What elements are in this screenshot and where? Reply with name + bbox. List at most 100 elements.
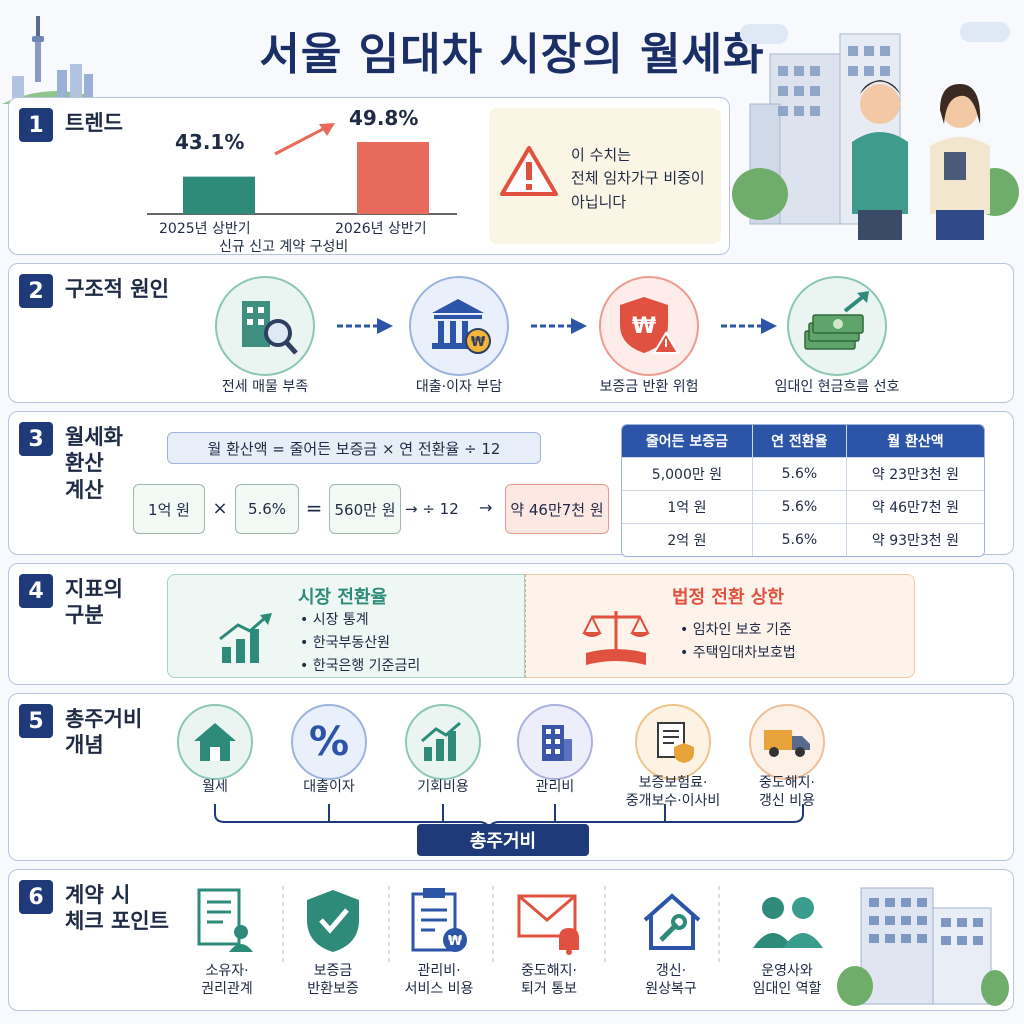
section-title: 개념 bbox=[65, 733, 104, 758]
svg-text:₩: ₩ bbox=[471, 335, 486, 350]
section-title: 월세화 bbox=[65, 425, 123, 449]
market-rate-item: • 시장 통계 bbox=[300, 612, 369, 628]
section-number: 5 bbox=[19, 704, 53, 738]
section-number: 3 bbox=[19, 422, 53, 456]
svg-text:₩: ₩ bbox=[632, 314, 656, 339]
cost-item-label: 보증보험료· 중개보수·이사비 bbox=[625, 775, 721, 810]
bar-2026 bbox=[357, 142, 429, 214]
table-cell: 약 93만3천 원 bbox=[845, 523, 984, 556]
cause-label: 임대인 현금흐름 선호 bbox=[774, 379, 900, 395]
legal-cap-item: • 주택임대차보호법 bbox=[680, 645, 796, 662]
table-header: 연 전환율 bbox=[751, 425, 847, 458]
section-title: 구분 bbox=[65, 603, 104, 628]
example-rate: 5.6% bbox=[235, 484, 299, 534]
arrow-right-icon bbox=[721, 318, 777, 334]
bar-2025-value: 43.1% bbox=[175, 130, 245, 154]
checkpoint-label: 갱신· 원상복구 bbox=[645, 963, 697, 998]
formula-box: 월 환산액 = 줄어든 보증금 × 연 전환율 ÷ 12 bbox=[167, 432, 541, 464]
result-arrow: → bbox=[479, 498, 493, 517]
arrow-right-icon bbox=[337, 318, 393, 334]
truck-icon bbox=[749, 704, 825, 780]
table-header: 월 환산액 bbox=[845, 425, 984, 458]
bar-2025 bbox=[183, 176, 255, 214]
warning-box: 이 수치는 전체 임차가구 비중이 아닙니다 bbox=[489, 108, 721, 244]
cost-item-label: 중도해지· 갱신 비용 bbox=[759, 775, 815, 810]
section-conversion: 3 월세화 환산 계산 월 환산액 = 줄어든 보증금 × 연 전환율 ÷ 12… bbox=[8, 411, 1014, 557]
apartment-building-illustration bbox=[837, 887, 1009, 1006]
bar-2026-value: 49.8% bbox=[349, 106, 419, 130]
cost-item-label: 대출이자 bbox=[303, 779, 355, 795]
section-title: 체크 포인트 bbox=[65, 909, 169, 934]
market-rate-item: • 한국은행 기준금리 bbox=[300, 658, 421, 675]
total-cost-badge: 총주거비 bbox=[417, 824, 589, 856]
example-amount: 1억 원 bbox=[133, 484, 205, 534]
warning-line2: 전체 임차가구 비중이 bbox=[571, 169, 705, 188]
checkpoint-label: 관리비· 서비스 비용 bbox=[404, 963, 474, 998]
checkpoint-label: 보증금 반환보증 bbox=[307, 963, 359, 998]
example-result: 약 46만7천 원 bbox=[505, 484, 609, 534]
table-cell: 1억 원 bbox=[622, 490, 753, 524]
section-number: 6 bbox=[19, 880, 53, 914]
section-total-housing-cost: 5 총주거비 개념 % 월세 대출이자 기회비용 관리비 보증보험료· 중개보수… bbox=[8, 693, 1014, 861]
checkpoint-label: 소유자· 권리관계 bbox=[201, 963, 253, 998]
trend-bar-chart bbox=[147, 123, 457, 215]
document-user-icon bbox=[197, 888, 253, 952]
times-sign: × bbox=[212, 498, 228, 519]
percent-icon: % bbox=[291, 704, 367, 780]
legal-cap-item: • 임차인 보호 기준 bbox=[680, 622, 792, 638]
section-title: 계약 시 bbox=[65, 883, 131, 907]
table-header: 줄어든 보증금 bbox=[622, 425, 753, 458]
market-rate-item: • 한국부동산원 bbox=[300, 635, 390, 652]
checkpoint-label: 중도해지· 퇴거 통보 bbox=[521, 963, 577, 998]
table-row: 2억 원 5.6% 약 93만3천 원 bbox=[622, 523, 984, 556]
section-number: 2 bbox=[19, 274, 53, 308]
section-title: 지표의 bbox=[65, 577, 123, 601]
market-rate-panel: 시장 전환율 • 시장 통계 • 한국부동산원 • 한국은행 기준금리 bbox=[167, 574, 525, 678]
cause-label: 전세 매물 부족 bbox=[221, 379, 309, 395]
section-causes: 2 구조적 원인 ₩ ₩ 전세 매물 부족 대출·이자 부담 보증금 반환 위험… bbox=[8, 263, 1014, 403]
house-icon bbox=[177, 704, 253, 780]
example-annual: 560만 원 bbox=[329, 484, 401, 534]
section-title: 환산 bbox=[65, 451, 104, 476]
bar-2026-label: 2026년 상반기 bbox=[335, 221, 427, 237]
mail-bell-icon bbox=[517, 894, 579, 955]
bank-won-icon: ₩ bbox=[409, 276, 509, 376]
cost-item-label: 월세 bbox=[202, 779, 228, 795]
section-title: 트렌드 bbox=[65, 111, 123, 135]
table-cell: 5,000만 원 bbox=[622, 457, 753, 491]
house-wrench-icon bbox=[643, 893, 701, 950]
section-title: 구조적 원인 bbox=[65, 277, 169, 301]
cash-growth-icon bbox=[787, 276, 887, 376]
cost-item-label: 기회비용 bbox=[417, 779, 469, 795]
scales-book-icon bbox=[582, 611, 650, 665]
table-cell: 5.6% bbox=[751, 490, 847, 524]
cause-label: 대출·이자 부담 bbox=[415, 379, 503, 395]
bar-2025-label: 2025년 상반기 bbox=[159, 221, 251, 237]
city-people-illustration bbox=[732, 22, 1019, 240]
cause-label: 보증금 반환 위험 bbox=[599, 379, 699, 395]
chart-up-icon bbox=[219, 613, 272, 663]
people-icon bbox=[753, 897, 823, 948]
chart-up-icon bbox=[405, 704, 481, 780]
warning-line1: 이 수치는 bbox=[571, 146, 631, 164]
table-cell: 2억 원 bbox=[622, 523, 753, 556]
table-row: 5,000만 원 5.6% 약 23만3천 원 bbox=[622, 457, 984, 491]
chart-caption: 신규 신고 계약 구성비 bbox=[219, 239, 349, 255]
shield-check-icon bbox=[307, 890, 359, 952]
building-icon bbox=[517, 704, 593, 780]
conversion-table: 줄어든 보증금 연 전환율 월 환산액 5,000만 원 5.6% 약 23만3… bbox=[621, 424, 985, 557]
svg-text:₩: ₩ bbox=[448, 934, 463, 949]
section-indicators: 4 지표의 구분 시장 전환율 • 시장 통계 • 한국부동산원 • 한국은행 … bbox=[8, 563, 1014, 685]
legal-cap-panel: 법정 전환 상한 • 임차인 보호 기준 • 주택임대차보호법 bbox=[525, 574, 915, 678]
building-search-icon bbox=[215, 276, 315, 376]
table-cell: 5.6% bbox=[751, 457, 847, 491]
legal-cap-title: 법정 전환 상한 bbox=[672, 587, 784, 608]
table-row: 1억 원 5.6% 약 46만7천 원 bbox=[622, 490, 984, 524]
column-dividers bbox=[282, 886, 720, 966]
clipboard-won-icon: ₩ bbox=[411, 888, 467, 952]
checkpoint-label: 운영사와 임대인 역할 bbox=[752, 963, 822, 998]
warning-icon bbox=[500, 146, 558, 196]
market-rate-title: 시장 전환율 bbox=[298, 587, 388, 608]
table-cell: 5.6% bbox=[751, 523, 847, 556]
section-number: 1 bbox=[19, 108, 53, 142]
